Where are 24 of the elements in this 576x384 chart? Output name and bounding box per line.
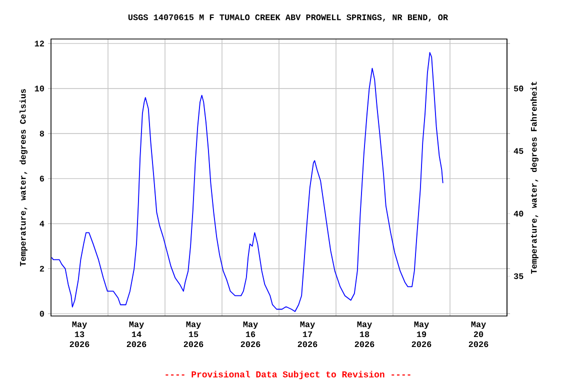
y2-tick-label: 45	[514, 148, 524, 154]
x-tick-label: May 18 2026	[354, 322, 374, 348]
y-tick-label: 6	[40, 176, 44, 182]
y-axis-title: Temperature, water, degrees Celsius	[20, 89, 28, 266]
y-tick-label: 10	[34, 86, 44, 92]
x-tick-label: May 17 2026	[298, 322, 318, 348]
y-tick-label: 0	[40, 310, 44, 317]
x-tick-label: May 19 2026	[412, 322, 432, 348]
y-tick-label: 12	[34, 40, 44, 46]
line-series	[51, 52, 444, 312]
text: ---- Provisional Data Subject to Revision ----	[166, 370, 410, 380]
y-tick-label: 4	[40, 220, 44, 226]
x-tick-label: May 16 2026	[240, 322, 260, 348]
chart-title: USGS 14070615 M F TUMALO CREEK ABV PROWELL SPRINGS, NR BEND, OR	[128, 14, 448, 22]
y-tick-label: 8	[40, 130, 44, 136]
x-tick-label: May 20 2026	[468, 322, 488, 348]
x-tick-label: May 14 2026	[126, 322, 146, 348]
x-tick-label: May 13 2026	[70, 322, 90, 348]
y2-tick-label: 35	[514, 273, 524, 280]
y2-tick-label: 40	[514, 210, 524, 217]
y2-tick-label: 50	[514, 86, 524, 92]
y2-axis-title: Temperature, water, degrees Fahrenheit	[530, 82, 538, 274]
y-tick-label: 2	[40, 266, 44, 272]
x-tick-label: May 15 2026	[184, 322, 204, 348]
